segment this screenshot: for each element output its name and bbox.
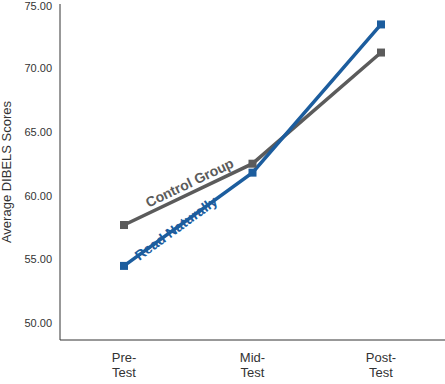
svg-text:70.00: 70.00 xyxy=(24,62,52,74)
svg-text:Average DIBELS Scores: Average DIBELS Scores xyxy=(8,100,14,243)
svg-text:Read Naturally: Read Naturally xyxy=(132,193,221,264)
svg-text:65.00: 65.00 xyxy=(24,126,52,138)
svg-text:Post-Test: Post-Test xyxy=(366,350,396,380)
svg-text:60.00: 60.00 xyxy=(24,190,52,202)
svg-text:55.00: 55.00 xyxy=(24,253,52,265)
svg-text:Control Group: Control Group xyxy=(143,155,236,211)
svg-text:Pre-Test: Pre-Test xyxy=(112,350,137,380)
svg-text:50.00: 50.00 xyxy=(24,317,52,329)
svg-text:Mid-Test: Mid-Test xyxy=(240,350,265,380)
svg-text:75.00: 75.00 xyxy=(24,0,52,12)
